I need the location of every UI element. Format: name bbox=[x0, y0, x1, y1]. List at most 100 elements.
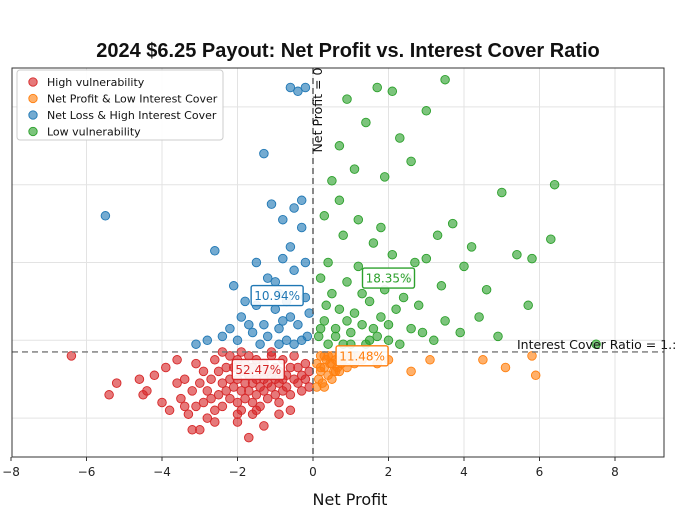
legend-entry: Low vulnerability bbox=[47, 126, 141, 139]
data-point bbox=[244, 386, 254, 396]
data-point bbox=[346, 327, 356, 338]
data-point bbox=[191, 339, 201, 349]
data-point bbox=[425, 355, 435, 365]
data-point bbox=[323, 339, 333, 349]
data-point bbox=[240, 296, 250, 307]
percentage-box bbox=[361, 267, 416, 289]
data-point bbox=[330, 331, 341, 342]
data-point bbox=[387, 86, 398, 97]
data-point bbox=[447, 218, 458, 229]
data-point bbox=[232, 397, 243, 408]
data-point bbox=[398, 292, 409, 303]
legend-box bbox=[16, 69, 224, 141]
data-point bbox=[289, 265, 299, 276]
x-tick-label: −2 bbox=[229, 465, 247, 479]
data-point bbox=[240, 393, 250, 404]
data-point bbox=[368, 323, 379, 334]
data-point bbox=[319, 316, 330, 326]
data-point bbox=[195, 378, 205, 388]
data-point bbox=[259, 148, 269, 159]
data-point bbox=[232, 335, 243, 346]
data-point bbox=[285, 312, 296, 322]
legend[interactable]: High vulnerability Net Profit & Low Inter… bbox=[16, 69, 224, 141]
data-point bbox=[376, 222, 386, 233]
data-point bbox=[338, 230, 348, 241]
data-point bbox=[300, 82, 311, 93]
legend-entry: High vulnerability bbox=[47, 76, 145, 89]
data-point bbox=[296, 386, 307, 396]
data-point bbox=[285, 242, 296, 252]
data-point bbox=[421, 253, 432, 264]
data-point bbox=[349, 164, 360, 174]
data-point bbox=[368, 238, 379, 248]
x-axis-label: Net Profit bbox=[313, 490, 388, 509]
data-point bbox=[530, 370, 541, 381]
legend-marker bbox=[28, 126, 38, 137]
data-point bbox=[304, 366, 314, 377]
data-point bbox=[221, 386, 231, 396]
legend-marker bbox=[28, 93, 38, 104]
data-point bbox=[474, 312, 484, 322]
data-point bbox=[323, 257, 333, 268]
data-point bbox=[266, 199, 277, 209]
data-point bbox=[266, 382, 277, 392]
legend-marker bbox=[28, 77, 38, 87]
data-point bbox=[527, 253, 537, 264]
x-tick-label: 6 bbox=[536, 465, 544, 479]
data-point bbox=[436, 281, 447, 291]
data-point bbox=[104, 390, 114, 400]
data-point bbox=[497, 187, 507, 198]
data-point bbox=[289, 203, 299, 213]
data-point bbox=[319, 211, 330, 221]
data-point bbox=[289, 351, 299, 361]
data-point bbox=[334, 304, 345, 314]
data-point bbox=[247, 397, 258, 408]
data-point bbox=[429, 335, 439, 346]
data-point bbox=[440, 316, 450, 326]
data-point bbox=[210, 417, 220, 427]
data-point bbox=[372, 82, 382, 93]
data-point bbox=[206, 374, 216, 384]
axes: −8 −6 −4 −2 0 2 4 6 8 bbox=[2, 67, 665, 479]
percentage-box bbox=[335, 345, 389, 367]
data-point bbox=[591, 339, 601, 349]
data-point bbox=[278, 214, 288, 225]
data-point bbox=[262, 393, 273, 404]
data-point bbox=[466, 242, 477, 252]
chart-title: 2024 $6.25 Payout: Net Profit vs. Intere… bbox=[96, 40, 600, 62]
data-point bbox=[376, 312, 386, 322]
data-point bbox=[179, 401, 190, 412]
data-point bbox=[293, 319, 303, 330]
data-point bbox=[304, 308, 314, 318]
data-point bbox=[440, 74, 450, 85]
data-point bbox=[383, 319, 394, 330]
data-point bbox=[312, 382, 322, 392]
data-point bbox=[161, 362, 171, 373]
data-point bbox=[493, 331, 503, 342]
data-point bbox=[549, 179, 560, 190]
data-point bbox=[247, 327, 258, 338]
data-point bbox=[391, 304, 401, 314]
data-point bbox=[296, 335, 307, 346]
data-point bbox=[274, 409, 284, 419]
data-point bbox=[255, 339, 265, 349]
data-point bbox=[300, 374, 311, 384]
data-point bbox=[183, 409, 194, 419]
interest-cover-label: Interest Cover Ratio = 1.: bbox=[517, 337, 676, 352]
data-point bbox=[546, 234, 556, 244]
data-point bbox=[138, 390, 148, 400]
data-point bbox=[417, 327, 428, 338]
percentage-label: 18.35% bbox=[366, 272, 412, 286]
data-point bbox=[327, 358, 337, 369]
data-point bbox=[191, 401, 201, 412]
data-point bbox=[349, 308, 360, 318]
data-point bbox=[278, 316, 288, 326]
data-point bbox=[342, 316, 352, 326]
data-point bbox=[364, 296, 375, 307]
data-point bbox=[251, 390, 262, 400]
data-point bbox=[327, 374, 337, 384]
data-point bbox=[315, 323, 326, 334]
data-point bbox=[421, 106, 432, 116]
x-tick-label: −6 bbox=[78, 465, 96, 479]
legend-entry: Net Loss & High Interest Cover bbox=[47, 109, 217, 122]
